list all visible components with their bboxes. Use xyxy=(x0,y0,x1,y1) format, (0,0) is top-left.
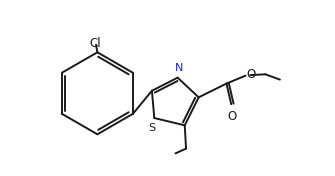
Text: O: O xyxy=(227,110,237,123)
Text: Cl: Cl xyxy=(89,37,100,50)
Text: O: O xyxy=(247,68,256,81)
Text: N: N xyxy=(175,63,183,73)
Text: S: S xyxy=(149,123,156,133)
